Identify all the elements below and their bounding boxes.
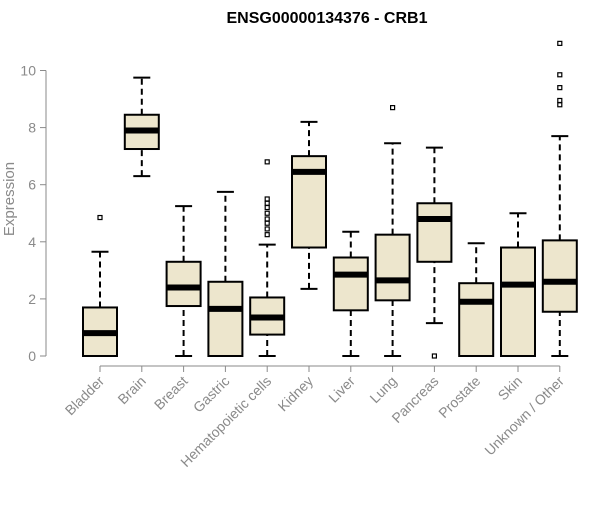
x-tick-label: Kidney	[275, 373, 317, 415]
outlier-point	[264, 196, 270, 202]
box-hematopoietic-cells	[249, 159, 286, 357]
box-lung	[374, 105, 411, 357]
box-iqr	[207, 280, 244, 357]
outlier-point	[264, 232, 270, 238]
box-unknown-other	[541, 40, 578, 357]
outlier-point	[264, 200, 270, 206]
outlier-point	[264, 210, 270, 216]
outlier-point	[557, 72, 563, 78]
boxes	[82, 40, 578, 359]
y-tick-label: 6	[28, 177, 36, 193]
box-pancreas	[416, 146, 453, 359]
outlier-point	[264, 216, 270, 222]
box-iqr	[165, 260, 202, 308]
box-iqr	[458, 282, 495, 358]
x-tick-label: Prostate	[435, 373, 483, 421]
box-iqr	[332, 256, 369, 312]
y-axis-label: Expression	[1, 162, 18, 236]
x-tick-label: Bladder	[62, 373, 108, 419]
axes: 0 2 4 6 8 10	[20, 63, 561, 372]
x-tick-label: Skin	[495, 373, 526, 404]
box-iqr	[500, 246, 536, 357]
y-tick-label: 0	[28, 348, 36, 364]
y-tick-label: 8	[28, 120, 36, 136]
x-tick-label: Breast	[151, 373, 191, 413]
y-tick-label: 4	[28, 234, 36, 250]
x-tick-label: Liver	[325, 373, 358, 406]
box-iqr	[541, 239, 578, 313]
box-liver	[332, 230, 369, 357]
box-prostate	[458, 242, 495, 358]
outlier-point	[264, 204, 270, 211]
box-kidney	[291, 120, 327, 290]
outlier-point	[264, 226, 270, 232]
outlier-point	[97, 214, 103, 221]
x-tick-label: Lung	[366, 373, 399, 406]
y-tick-label: 10	[20, 63, 36, 79]
chart-title: ENSG00000134376 - CRB1	[226, 10, 427, 27]
outlier-point	[557, 85, 563, 91]
outlier-point	[557, 102, 563, 108]
outlier-point	[557, 97, 563, 104]
box-breast	[165, 205, 202, 357]
box-iqr	[416, 202, 453, 263]
outlier-point	[264, 159, 270, 165]
x-tick-label: Unknown / Other	[481, 373, 567, 459]
box-iqr	[374, 233, 411, 302]
box-brain	[123, 76, 160, 178]
outlier-point	[431, 353, 437, 359]
x-tick-label: Brain	[114, 373, 148, 407]
y-tick-label: 2	[28, 291, 36, 307]
outlier-point	[390, 105, 396, 111]
box-bladder	[82, 214, 118, 357]
outlier-point	[557, 40, 563, 46]
outlier-point	[264, 220, 270, 226]
box-gastric	[207, 190, 244, 357]
box-skin	[500, 212, 536, 357]
